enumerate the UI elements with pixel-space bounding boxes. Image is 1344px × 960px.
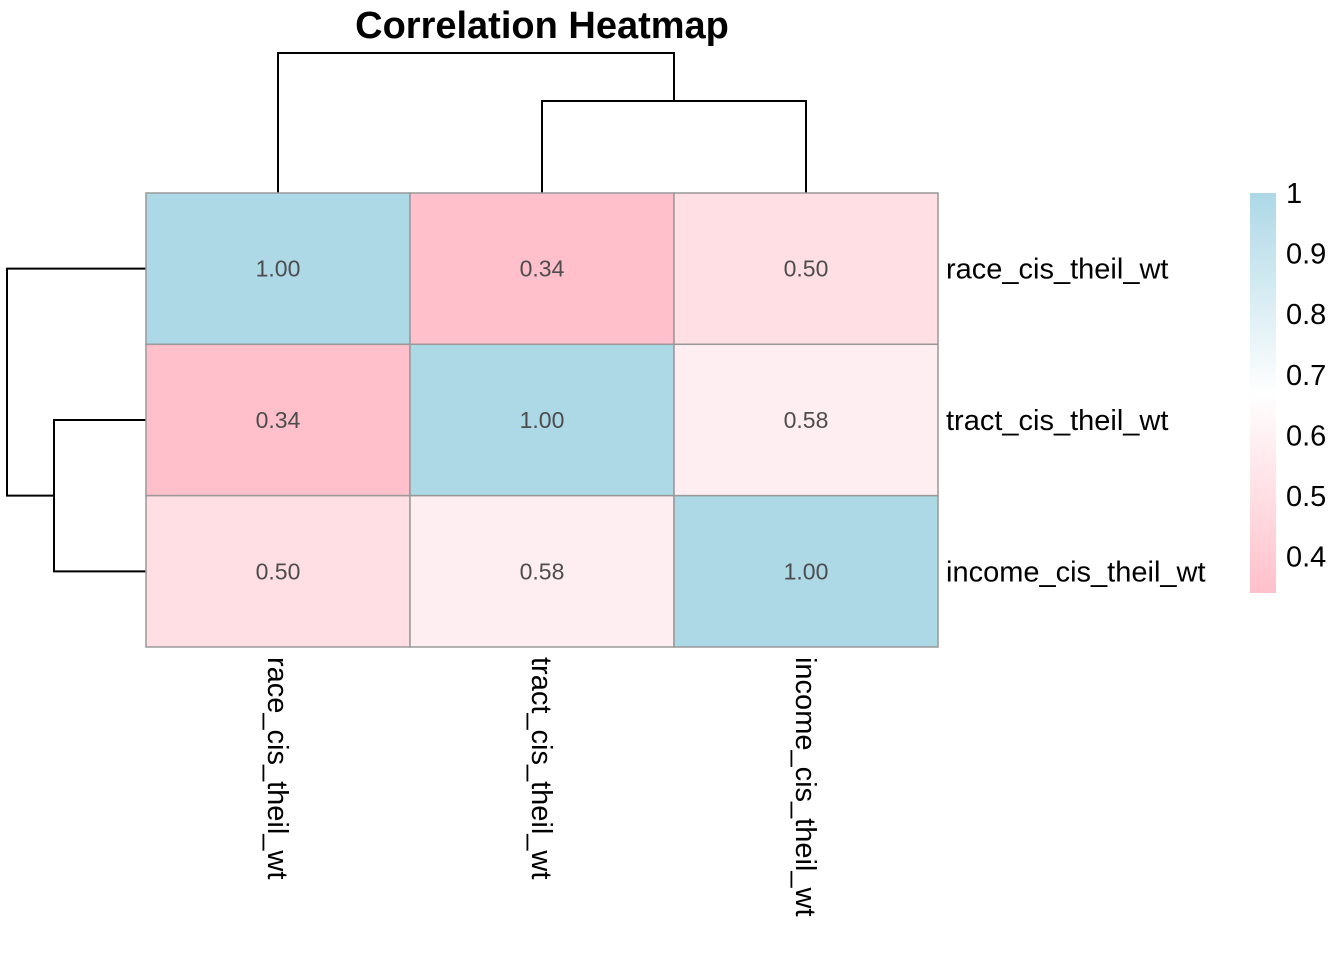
heatmap-cell xyxy=(673,343,939,497)
dendrogram-branch xyxy=(541,100,807,193)
heatmap-cell xyxy=(145,343,411,497)
dendrogram-branch xyxy=(6,267,146,497)
cell-value-label: 0.58 xyxy=(520,558,565,584)
dendrogram-branch xyxy=(53,418,146,573)
heatmap-cells: 1.00 0.34 0.50 0.34 1.00 0.58 0.50 0.58 1.00 xyxy=(145,192,939,648)
row-dendrogram xyxy=(6,267,146,573)
cell-value-label: 1.00 xyxy=(256,256,301,282)
legend-tick-label: 1 xyxy=(1286,178,1302,210)
column-labels: race_cis_theil_wt tract_cis_theil_wt incom… xyxy=(261,657,821,917)
chart-title: Correlation Heatmap xyxy=(355,5,729,47)
legend-color-bar xyxy=(1250,193,1276,593)
heatmap-cell xyxy=(409,494,675,648)
row-label: race_cis_theil_wt xyxy=(946,254,1168,286)
color-legend: 1 0.9 0.8 0.7 0.6 0.5 0.4 xyxy=(1250,178,1326,593)
legend-tick-label: 0.8 xyxy=(1286,299,1326,331)
column-dendrogram xyxy=(277,52,807,193)
heatmap-cell xyxy=(673,494,939,648)
cell-value-label: 0.58 xyxy=(784,407,829,433)
heatmap-cell xyxy=(409,192,675,346)
column-label: race_cis_theil_wt xyxy=(261,657,293,879)
cell-value-label: 0.34 xyxy=(520,256,565,282)
cell-value-label: 0.34 xyxy=(256,407,301,433)
cell-value-label: 0.50 xyxy=(256,558,301,584)
legend-tick-label: 0.4 xyxy=(1286,542,1326,574)
row-label: income_cis_theil_wt xyxy=(946,556,1206,588)
row-label: tract_cis_theil_wt xyxy=(946,405,1168,437)
heatmap-cell xyxy=(145,192,411,346)
heatmap-cell xyxy=(409,343,675,497)
column-label: tract_cis_theil_wt xyxy=(525,657,557,879)
legend-tick-label: 0.6 xyxy=(1286,420,1326,452)
heatmap-cell xyxy=(145,494,411,648)
legend-tick-label: 0.5 xyxy=(1286,481,1326,513)
dendrogram-branch xyxy=(277,52,675,193)
column-label: income_cis_theil_wt xyxy=(789,657,821,917)
heatmap-cell xyxy=(673,192,939,346)
cell-value-label: 1.00 xyxy=(784,558,829,584)
row-labels: race_cis_theil_wt tract_cis_theil_wtincom… xyxy=(946,254,1206,589)
cell-value-label: 1.00 xyxy=(520,407,565,433)
cell-value-label: 0.50 xyxy=(784,256,829,282)
legend-tick-label: 0.7 xyxy=(1286,360,1326,392)
legend-tick-label: 0.9 xyxy=(1286,239,1326,271)
